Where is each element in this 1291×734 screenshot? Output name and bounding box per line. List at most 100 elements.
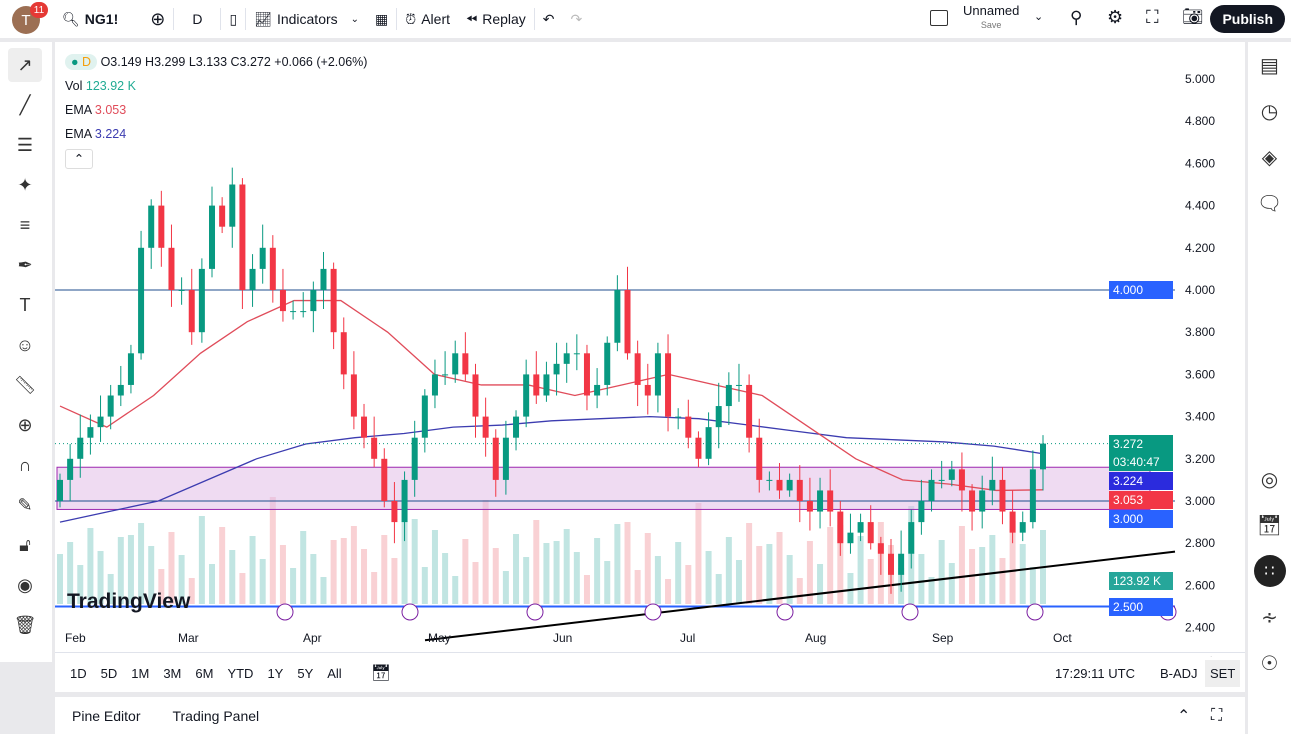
volume-bar [87,528,94,604]
range-all[interactable]: All [327,665,342,681]
range-1d[interactable]: 1D [70,665,87,681]
volume-bar [178,555,185,604]
candles-type-icon[interactable]: ▯ [229,10,238,27]
text-tool-icon[interactable]: T [19,294,31,315]
volume-bar [614,524,621,604]
tab-pine-editor[interactable]: Pine Editor [72,707,141,724]
templates-icon[interactable]: ▦ [375,10,389,27]
pattern-tool-icon[interactable]: ✦ [17,174,33,195]
quick-search-icon[interactable]: ⚲ [1070,8,1083,27]
candle-body [735,384,742,386]
ema1-value: 3.053 [94,103,127,117]
candle-body [361,416,368,438]
b-adj-toggle[interactable]: B-ADJ [1160,665,1198,681]
bottom-panel: Pine Editor Trading Panel ⌃ ⛶ [55,697,1245,734]
chevron-down-icon[interactable]: ⌄ [1034,11,1044,23]
settings-gear-icon[interactable]: ⚙ [1107,7,1124,27]
signal-icon[interactable]: ∻ [1261,606,1278,629]
range-1m[interactable]: 1M [131,665,150,681]
indicators-button[interactable]: 📈︎ Indicators ⌄ [246,0,367,38]
range-1y[interactable]: 1Y [267,665,284,681]
candle-body [665,353,672,417]
time-tick: Feb [65,631,86,645]
alert-button[interactable]: ⏰︎ Alert [397,0,458,38]
layout-icon[interactable] [930,10,948,26]
candle-body [350,374,357,417]
horizontal-lines-icon[interactable]: ☰ [16,134,34,155]
volume-bar [847,573,854,604]
clock-time[interactable]: 17:29:11 UTC [1055,665,1135,681]
volume-bar [127,535,134,604]
fib-tool-icon[interactable]: ≡ [19,214,31,235]
price-tick: 4.800 [1185,114,1215,128]
publish-button[interactable]: Publish [1210,5,1285,33]
volume-bar [279,545,286,604]
price-chart[interactable]: 5.000 4.800 4.600 4.400 4.200 4.000 3.800 3.600… [55,42,1245,692]
layout-name[interactable]: Unnamed Save [963,3,1019,31]
compare-plus-icon[interactable]: ⊕ [150,8,166,29]
candle-body [381,458,388,501]
draw-lock-pencil-icon[interactable]: ✎ [17,494,33,515]
chevron-up-icon[interactable]: ⌃ [1177,707,1191,725]
help-icon[interactable]: ☉ [1260,652,1279,675]
magnet-icon[interactable]: ∩ [18,454,32,475]
session-toggle[interactable]: SET [1205,659,1241,687]
time-tick: Jun [553,631,572,645]
range-6m[interactable]: 6M [195,665,214,681]
candle-body [766,479,773,481]
brush-icon[interactable]: ✒ [17,254,33,275]
volume-bar [928,577,935,604]
volume-bar [1019,544,1026,604]
range-ytd[interactable]: YTD [227,665,254,681]
candle-body [138,247,145,354]
eye-icon[interactable]: ◉ [17,574,33,595]
range-5d[interactable]: 5D [100,665,118,681]
volume-bar [735,560,742,604]
target-icon[interactable]: ◎ [1260,468,1279,491]
volume-bar [391,558,398,604]
zoom-in-icon[interactable]: ⊕ [17,414,33,435]
redo-icon[interactable]: ↷ [570,10,583,27]
trendline-tool-icon[interactable]: ╱ [19,94,31,115]
chat-icon[interactable]: 🗨︎ [1256,192,1283,215]
range-5y[interactable]: 5Y [297,665,314,681]
watchlist-icon[interactable]: ▤ [1260,54,1279,77]
volume-bar [381,535,388,604]
alerts-clock-icon[interactable]: ◷ [1260,100,1279,123]
candle-body [847,532,854,544]
maximize-icon[interactable]: ⛶ [1211,706,1223,724]
ruler-icon[interactable]: 📏︎ [13,374,37,395]
price-tick: 3.400 [1185,410,1215,424]
camera-icon[interactable]: 📷︎ [1182,7,1204,26]
volume-bar [796,578,803,604]
cursor-icon[interactable]: ↗ [8,48,42,82]
volume-bar [806,541,813,604]
trash-icon[interactable]: 🗑︎ [13,614,37,635]
fullscreen-icon[interactable]: ⛶ [1146,7,1159,27]
volume-bar [209,564,216,604]
candle-body [604,342,611,385]
tab-trading-panel[interactable]: Trading Panel [172,707,260,724]
emoji-icon[interactable]: ☺ [15,334,35,355]
tradingview-watermark: TradingView [67,590,191,613]
date-range-calendar-icon[interactable]: 📅︎ [370,665,392,682]
calendar-icon[interactable]: 📅︎ [1256,514,1283,537]
collapse-legend-button[interactable]: ⌃ [65,149,93,169]
lock-icon[interactable]: 🔓︎ [19,534,31,555]
symbol-search[interactable]: 🔍︎ NG1! [54,0,126,38]
chart-panel[interactable]: 5.000 4.800 4.600 4.400 4.200 4.000 3.800 3.600… [55,42,1245,692]
candle-body [97,416,104,428]
range-3m[interactable]: 3M [163,665,182,681]
interval-button[interactable]: D [192,11,203,27]
candle-body [219,205,226,227]
layers-icon[interactable]: ◈ [1261,146,1278,169]
undo-icon[interactable]: ↶ [542,10,555,27]
price-tick: 3.800 [1185,325,1215,339]
replay-button[interactable]: ⏪︎ Replay [458,0,534,38]
volume-bar [401,521,408,604]
candle-body [837,511,844,544]
candle-body [300,311,307,313]
volume-bar [746,523,753,604]
candle-body [857,522,864,533]
apps-grid-icon[interactable]: ∷ [1248,548,1291,594]
